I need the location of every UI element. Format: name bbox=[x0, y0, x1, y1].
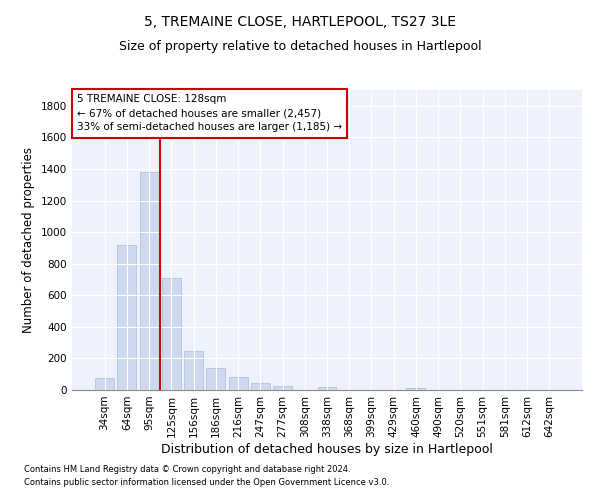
X-axis label: Distribution of detached houses by size in Hartlepool: Distribution of detached houses by size … bbox=[161, 442, 493, 456]
Bar bbox=[184, 352, 203, 390]
Bar bbox=[118, 244, 136, 390]
Bar bbox=[251, 383, 270, 390]
Text: Contains HM Land Registry data © Crown copyright and database right 2024.: Contains HM Land Registry data © Crown c… bbox=[24, 466, 350, 474]
Bar bbox=[317, 387, 337, 390]
Bar bbox=[229, 378, 248, 390]
Bar bbox=[273, 386, 292, 390]
Text: Contains public sector information licensed under the Open Government Licence v3: Contains public sector information licen… bbox=[24, 478, 389, 487]
Text: Size of property relative to detached houses in Hartlepool: Size of property relative to detached ho… bbox=[119, 40, 481, 53]
Y-axis label: Number of detached properties: Number of detached properties bbox=[22, 147, 35, 333]
Text: 5, TREMAINE CLOSE, HARTLEPOOL, TS27 3LE: 5, TREMAINE CLOSE, HARTLEPOOL, TS27 3LE bbox=[144, 15, 456, 29]
Bar bbox=[406, 388, 425, 390]
Bar bbox=[95, 378, 114, 390]
Bar bbox=[162, 278, 181, 390]
Bar bbox=[140, 172, 158, 390]
Bar bbox=[206, 368, 225, 390]
Text: 5 TREMAINE CLOSE: 128sqm
← 67% of detached houses are smaller (2,457)
33% of sem: 5 TREMAINE CLOSE: 128sqm ← 67% of detach… bbox=[77, 94, 342, 132]
